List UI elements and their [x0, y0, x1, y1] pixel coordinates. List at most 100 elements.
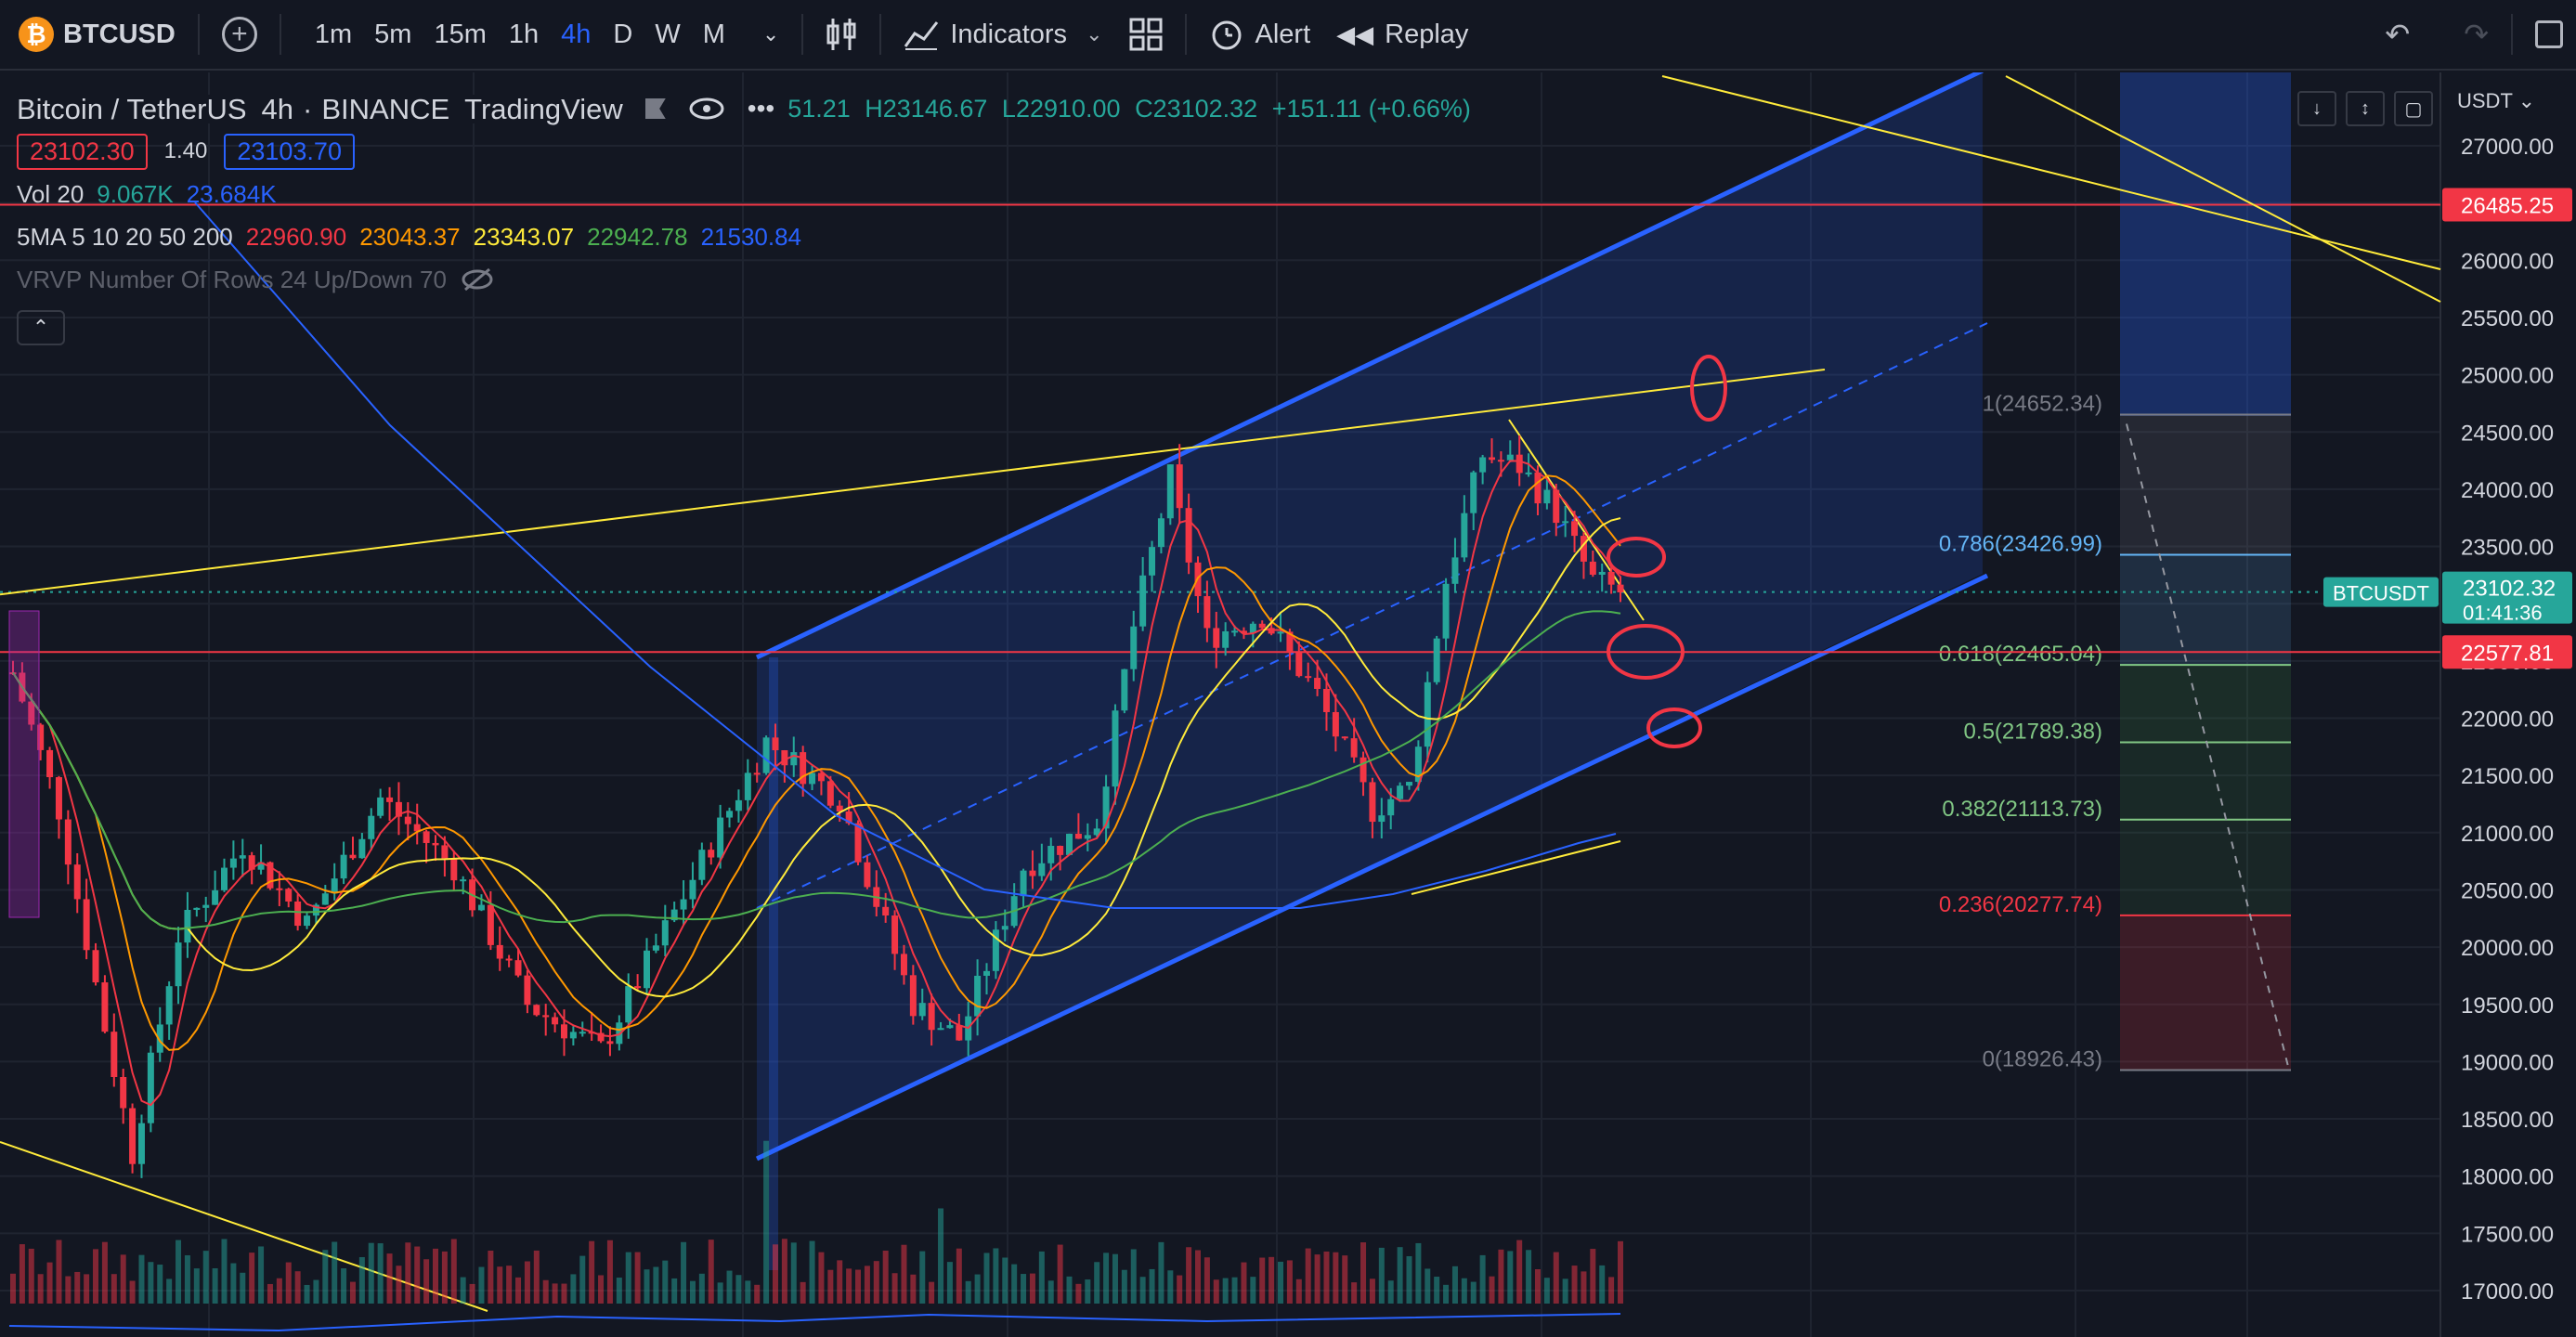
currency-selector[interactable]: USDT ⌄	[2457, 89, 2535, 113]
volume-bar	[965, 1280, 971, 1304]
interval-dropdown-button[interactable]: ⌄	[749, 0, 792, 70]
alert-button[interactable]: Alert	[1196, 0, 1324, 70]
chart-type-button[interactable]	[813, 0, 870, 70]
candle-body	[514, 960, 522, 976]
candle-body	[845, 811, 852, 824]
chart-legend: Bitcoin / TetherUS 4h · BINANCE TradingV…	[17, 87, 1478, 345]
moving-average-line	[12, 517, 1621, 998]
volume-bar	[1415, 1242, 1422, 1304]
fib-zone	[2120, 915, 2291, 1071]
vol-indicator-label[interactable]: Vol 20	[17, 180, 85, 208]
volume-bar	[166, 1279, 173, 1304]
interval-W[interactable]: W	[655, 19, 681, 49]
interval-1m[interactable]: 1m	[314, 19, 353, 49]
eye-hidden-icon[interactable]	[460, 267, 495, 292]
candle-body	[202, 904, 210, 908]
price-tag-countdown: 01:41:36	[2463, 602, 2543, 625]
move-down-button[interactable]: ↓	[2297, 91, 2336, 126]
volume-bar	[377, 1243, 384, 1304]
volume-bar	[221, 1239, 228, 1304]
eye-icon[interactable]	[688, 97, 725, 121]
legend-source: TradingView	[464, 94, 632, 123]
indicators-button[interactable]: Indicators ⌄	[891, 0, 1115, 70]
candle-body	[404, 816, 411, 824]
candle-body	[542, 1015, 550, 1018]
volume-bar	[1222, 1278, 1229, 1304]
interval-15m[interactable]: 15m	[434, 19, 487, 49]
price-tag-red-bottom-bg	[2442, 635, 2572, 669]
candle-body	[1112, 710, 1119, 787]
volume-bar	[202, 1251, 209, 1304]
undo-button[interactable]: ↶	[2372, 0, 2423, 70]
candle-body	[680, 899, 687, 910]
volume-bar	[1526, 1250, 1532, 1304]
candle-body	[1360, 757, 1367, 783]
compare-button[interactable]: +	[209, 0, 270, 70]
more-icon[interactable]: •••	[747, 94, 775, 123]
candle-body	[560, 1024, 567, 1039]
candle-body	[1286, 631, 1294, 652]
candle-body	[800, 752, 807, 785]
candle-body	[1405, 782, 1412, 786]
price-tag-red-top-bg	[2442, 188, 2572, 222]
channel-upper-line	[755, 72, 1984, 660]
buy-price-button[interactable]: 23103.70	[224, 133, 355, 170]
volume-bar	[358, 1256, 365, 1304]
candle-body	[982, 970, 990, 976]
volume-bar	[772, 1244, 778, 1304]
candle-body	[1414, 746, 1422, 783]
symbol-search[interactable]: ₿ BTCUSD	[0, 0, 189, 70]
replay-button[interactable]: ◀◀ Replay	[1323, 0, 1481, 70]
chart-area[interactable]: 27000.0026500.0026000.0025500.0025000.00…	[0, 72, 2576, 1337]
volume-bar	[1618, 1240, 1623, 1304]
interval-1h[interactable]: 1h	[508, 19, 540, 49]
candle-body	[552, 1017, 559, 1025]
candle-body	[1020, 870, 1027, 897]
candle-body	[1553, 489, 1560, 524]
interval-4h[interactable]: 4h	[561, 19, 592, 49]
vrvp-indicator-label[interactable]: VRVP Number Of Rows 24 Up/Down 70	[17, 266, 447, 293]
candle-body	[909, 975, 917, 1017]
volume-bar	[1599, 1265, 1606, 1304]
annotation-ellipse	[1646, 707, 1702, 748]
ma-value-4: 22942.78	[587, 223, 688, 251]
axis-tick-label: 25500.00	[2461, 306, 2554, 331]
candle-body	[1341, 736, 1348, 739]
candle-body	[1176, 464, 1183, 509]
fib-zone	[2120, 819, 2291, 915]
candle-body	[1231, 630, 1239, 633]
candle-body	[1489, 457, 1496, 461]
redo-button[interactable]: ↷	[2451, 0, 2502, 70]
maximize-pane-button[interactable]: ▢	[2394, 91, 2433, 126]
layouts-button[interactable]	[1116, 0, 1176, 70]
volume-bar	[267, 1283, 273, 1304]
bitcoin-logo-icon: ₿	[19, 17, 54, 52]
candle-body	[1397, 785, 1404, 799]
symbol-label: BTCUSD	[63, 19, 176, 49]
volume-bar	[1562, 1279, 1568, 1304]
interval-M[interactable]: M	[702, 19, 725, 49]
annotation-ellipse	[1607, 624, 1685, 680]
ma-indicator-label[interactable]: 5MA 5 10 20 50 200	[17, 223, 233, 251]
candle-body	[28, 701, 35, 725]
volume-bar	[1103, 1253, 1110, 1304]
collapse-pane-button[interactable]: ↕	[2346, 91, 2385, 126]
fib-level-label: 0.786(23426.99)	[1939, 532, 2102, 557]
price-chart[interactable]: 27000.0026500.0026000.0025500.0025000.00…	[0, 72, 2576, 1337]
candle-body	[1166, 464, 1174, 519]
volume-bar	[1451, 1266, 1458, 1304]
collapse-legend-button[interactable]: ⌃	[17, 310, 65, 345]
sell-price-button[interactable]: 23102.30	[17, 133, 148, 170]
annotation-ellipse	[1607, 537, 1666, 578]
interval-D[interactable]: D	[613, 19, 633, 49]
interval-5m[interactable]: 5m	[374, 19, 412, 49]
currency-label: USDT	[2457, 89, 2513, 112]
volume-bar	[349, 1281, 356, 1304]
axis-tick-label: 24500.00	[2461, 421, 2554, 446]
volume-bar	[1038, 1251, 1045, 1304]
candle-body	[111, 1032, 118, 1077]
volume-bar	[735, 1275, 742, 1304]
flag-icon[interactable]	[644, 98, 666, 119]
fullscreen-button[interactable]	[2522, 0, 2576, 70]
volume-bar	[497, 1266, 503, 1304]
